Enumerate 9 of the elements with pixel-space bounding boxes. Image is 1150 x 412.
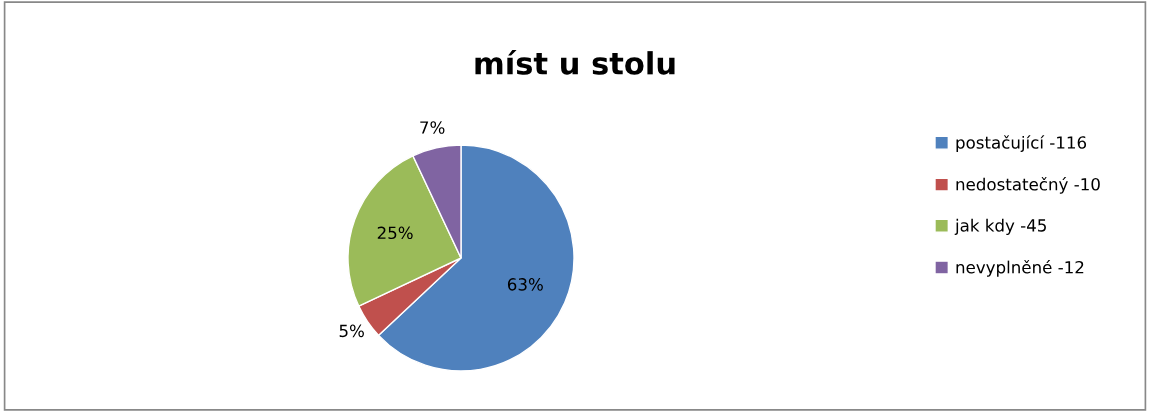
data-label: 7% bbox=[420, 121, 445, 134]
data-label: 63% bbox=[507, 278, 543, 291]
data-label: 25% bbox=[377, 226, 413, 240]
data-label: 5% bbox=[339, 324, 364, 338]
legend-label: nevyplněné -12 bbox=[956, 259, 1084, 277]
chart-title: míst u stolu bbox=[475, 49, 675, 75]
legend-label: nedostatečný -10 bbox=[956, 177, 1100, 194]
legend-label: postačující -116 bbox=[956, 135, 1087, 153]
legend-label: jak kdy -45 bbox=[954, 218, 1046, 235]
